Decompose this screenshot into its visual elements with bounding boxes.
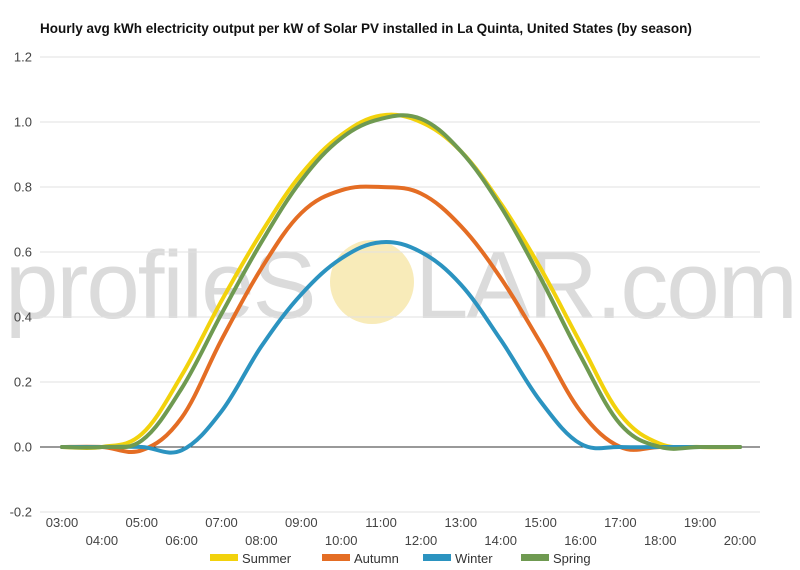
x-tick-label: 16:00 [564, 533, 597, 548]
y-tick-label: 0.8 [14, 180, 32, 195]
x-tick-label: 10:00 [325, 533, 358, 548]
y-tick-label: 1.2 [14, 50, 32, 65]
x-tick-label: 18:00 [644, 533, 677, 548]
x-tick-label: 06:00 [165, 533, 198, 548]
legend-swatch-summer [210, 554, 238, 561]
legend-label-spring: Spring [553, 551, 591, 566]
legend-label-summer: Summer [242, 551, 292, 566]
legend-label-winter: Winter [455, 551, 493, 566]
y-tick-label: 0.4 [14, 310, 32, 325]
watermark-sun-icon [330, 240, 414, 324]
x-axis: 03:00 04:00 05:00 06:00 07:00 08:00 09:00 10:00… [46, 515, 757, 548]
series-line-winter [60, 239, 742, 455]
x-tick-label: 11:00 [365, 515, 397, 530]
y-tick-label: -0.2 [10, 505, 32, 520]
x-tick-label: 15:00 [524, 515, 557, 530]
chart-title: Hourly avg kWh electricity output per kW… [40, 21, 692, 36]
series-lines [60, 112, 742, 455]
x-tick-label: 17:00 [604, 515, 637, 530]
x-tick-label: 12:00 [405, 533, 438, 548]
y-axis: 1.2 1.0 0.8 0.6 0.4 0.2 0.0 -0.2 [10, 50, 32, 520]
legend-swatch-autumn [322, 554, 350, 561]
y-tick-label: 1.0 [14, 115, 32, 130]
x-tick-label: 05:00 [125, 515, 158, 530]
x-tick-label: 09:00 [285, 515, 318, 530]
x-tick-label: 03:00 [46, 515, 79, 530]
legend-swatch-winter [423, 554, 451, 561]
legend: Summer Autumn Winter Spring [210, 551, 591, 566]
x-tick-label: 07:00 [205, 515, 238, 530]
x-tick-label: 20:00 [724, 533, 757, 548]
x-tick-label: 19:00 [684, 515, 717, 530]
legend-label-autumn: Autumn [354, 551, 399, 566]
y-tick-label: 0.0 [14, 440, 32, 455]
watermark: profileS LAR.com [5, 232, 798, 339]
x-tick-label: 14:00 [484, 533, 517, 548]
x-tick-label: 08:00 [245, 533, 278, 548]
y-tick-label: 0.6 [14, 245, 32, 260]
legend-swatch-spring [521, 554, 549, 561]
x-tick-label: 13:00 [445, 515, 478, 530]
watermark-text-right: LAR.com [415, 232, 796, 339]
series-line-spring [60, 113, 742, 451]
x-tick-label: 04:00 [86, 533, 119, 548]
watermark-text-left: profileS [5, 232, 315, 339]
y-tick-label: 0.2 [14, 375, 32, 390]
